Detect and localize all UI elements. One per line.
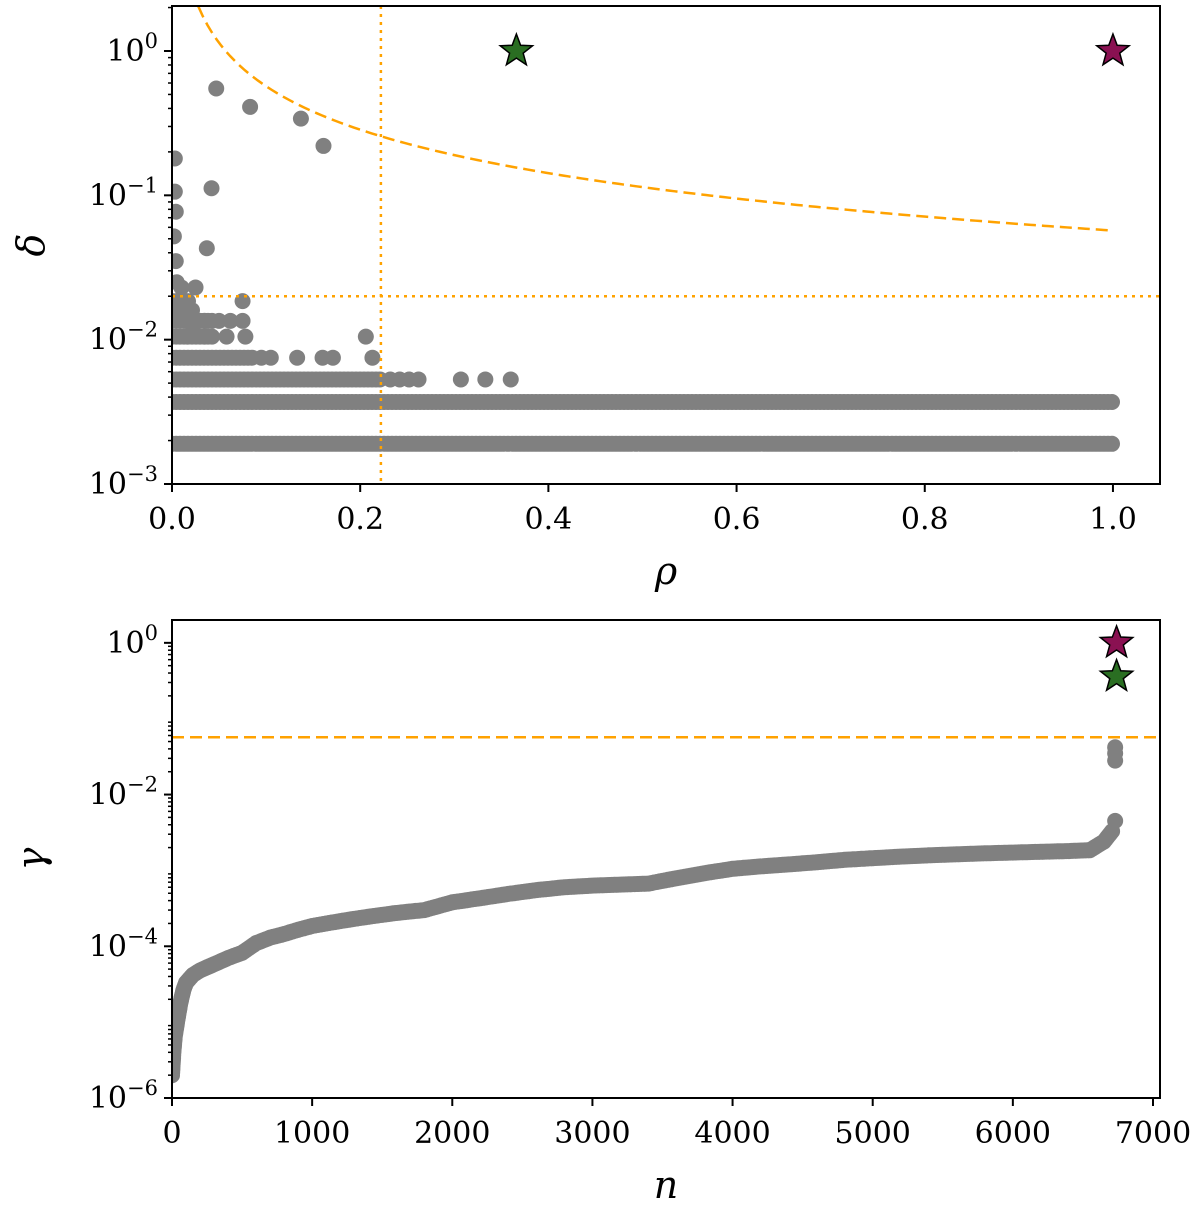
data-point <box>172 203 184 220</box>
y-minor-ticks <box>168 645 172 1076</box>
data-point <box>502 371 519 388</box>
data-point <box>173 279 190 296</box>
y-minor-ticks <box>168 6 172 442</box>
x-tick-label: 2000 <box>414 1116 490 1151</box>
data-point <box>172 150 183 167</box>
data-point <box>315 137 332 154</box>
y-axis-label: γ <box>9 847 53 870</box>
x-tick-label: 1000 <box>274 1116 350 1151</box>
point-curve <box>172 823 1121 1084</box>
data-point <box>1107 739 1124 756</box>
threshold-curve <box>197 6 1114 232</box>
data-point <box>179 328 196 345</box>
data-point <box>1104 394 1120 410</box>
y-axis-label: δ <box>9 234 53 257</box>
plot-area <box>172 6 1160 484</box>
x-tick-label: 3000 <box>554 1116 630 1151</box>
point-band <box>172 349 260 366</box>
y-tick-label: 10−3 <box>89 462 158 502</box>
plot-frame <box>171 5 1161 485</box>
y-tick-label: 100 <box>106 621 158 661</box>
x-tick-label: 0.6 <box>713 502 761 537</box>
x-axis-label: ρ <box>654 549 678 593</box>
data-point <box>172 253 184 270</box>
data-point <box>410 371 427 388</box>
data-point <box>196 328 213 345</box>
data-point <box>364 349 381 366</box>
point-band <box>172 371 388 388</box>
decision-graph-panel: 0.0 0.2 0.4 0.6 0.8 1.0 10−3 10−2 10−1 100 ρ δ <box>9 5 1161 593</box>
x-tick-label: 5000 <box>835 1116 911 1151</box>
x-tick-label: 6000 <box>975 1116 1051 1151</box>
data-point <box>198 240 215 257</box>
data-point <box>242 98 259 115</box>
gamma-ranking-panel: 0 1000 2000 3000 4000 5000 6000 7000 10−6 10−4 10−… <box>9 619 1191 1207</box>
data-point <box>289 349 306 366</box>
y-tick-label: 10−1 <box>89 173 158 213</box>
data-point <box>172 183 183 200</box>
cluster-center-star <box>1098 657 1135 692</box>
data-point <box>477 371 494 388</box>
x-tick-label: 7000 <box>1115 1116 1191 1151</box>
data-point <box>1107 812 1124 829</box>
cluster-center-star <box>498 31 535 67</box>
data-point <box>357 328 374 345</box>
y-tick-label: 10−6 <box>89 1076 158 1116</box>
x-tick-label: 0.2 <box>336 502 384 537</box>
data-point <box>234 312 251 329</box>
data-point <box>187 279 204 296</box>
data-point <box>218 328 235 345</box>
y-tick-label: 10−4 <box>89 924 158 964</box>
x-tick-label: 0.8 <box>901 502 949 537</box>
x-axis-label: n <box>654 1163 678 1207</box>
y-tick-label: 100 <box>106 29 158 69</box>
data-point <box>222 312 239 329</box>
data-point <box>237 328 254 345</box>
data-point <box>324 349 341 366</box>
data-point <box>262 349 279 366</box>
y-tick-label: 10−2 <box>89 318 158 358</box>
data-point <box>196 312 213 329</box>
cluster-center-star <box>1098 623 1135 659</box>
x-tick-label: 1.0 <box>1089 502 1137 537</box>
x-tick-label: 0.4 <box>525 502 573 537</box>
data-point <box>452 371 469 388</box>
data-point <box>1104 435 1120 452</box>
data-point <box>172 228 182 245</box>
plot-frame <box>171 619 1161 1099</box>
data-point <box>203 180 220 197</box>
x-tick-label: 0.0 <box>148 502 196 537</box>
data-point <box>208 80 225 97</box>
data-point <box>211 312 228 329</box>
plot-area <box>172 735 1160 1084</box>
cluster-center-star <box>1094 31 1132 67</box>
point-band <box>172 394 1120 410</box>
data-point <box>292 110 309 127</box>
x-tick-label: 4000 <box>694 1116 770 1151</box>
point-band <box>172 435 1120 452</box>
y-tick-label: 10−2 <box>89 773 158 813</box>
x-tick-label: 0 <box>162 1116 181 1151</box>
